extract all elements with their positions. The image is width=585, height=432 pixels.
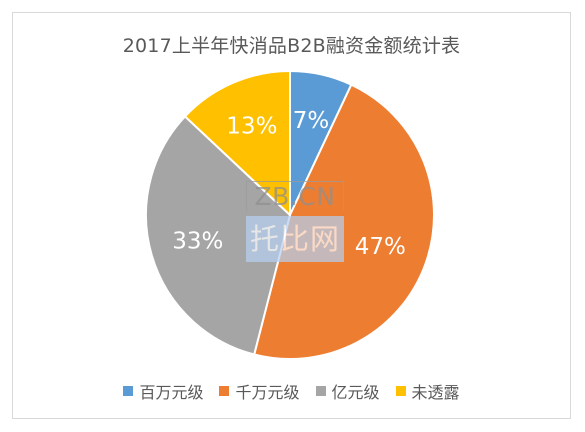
pie-slice-1 xyxy=(252,83,435,360)
legend-label-ten-million: 千万元级 xyxy=(235,383,300,402)
pie-label-1: 47% xyxy=(355,234,406,260)
pie-label-0: 7% xyxy=(293,108,330,134)
legend-swatch-hundred-million xyxy=(315,386,326,396)
legend-item-undisclosed: 未透露 xyxy=(395,379,460,403)
pie-slice-3 xyxy=(183,69,291,218)
pie-slice-2 xyxy=(145,115,292,356)
legend-item-million: 百万元级 xyxy=(123,379,203,403)
legend-swatch-million xyxy=(123,386,134,396)
pie-label-2: 33% xyxy=(172,228,223,254)
legend-item-ten-million: 千万元级 xyxy=(219,379,300,403)
pie-slices xyxy=(145,69,435,360)
pie-label-3: 13% xyxy=(226,113,277,139)
legend-swatch-undisclosed xyxy=(395,386,406,396)
legend-item-hundred-million: 亿元级 xyxy=(315,379,380,403)
pie-labels: 7% 47% 33% 13% xyxy=(172,108,406,260)
chart-legend: 百万元级 千万元级 亿元级 未透露 xyxy=(13,379,570,403)
chart-container: 2017上半年快消品B2B融资金额统计表 7% 47% 33% 13% ZB.CN 托… xyxy=(12,12,571,419)
legend-label-million: 百万元级 xyxy=(139,383,204,402)
legend-label-hundred-million: 亿元级 xyxy=(331,383,380,402)
chart-title: 2017上半年快消品B2B融资金额统计表 xyxy=(122,35,461,57)
pie-chart: 7% 47% 33% 13% xyxy=(145,69,435,360)
legend-swatch-ten-million xyxy=(219,386,230,396)
legend-label-undisclosed: 未透露 xyxy=(411,383,460,402)
